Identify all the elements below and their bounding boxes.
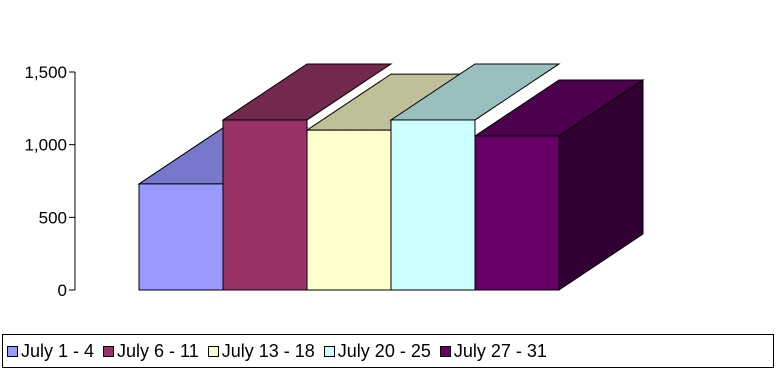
bar: [222, 119, 308, 291]
legend-item: July 1 - 4: [7, 341, 94, 362]
legend-swatch: [207, 345, 219, 357]
legend-item: July 27 - 31: [439, 340, 547, 362]
y-tick-label: 1,500: [24, 63, 67, 82]
legend-label: July 1 - 4: [21, 340, 95, 361]
legend-swatch: [103, 345, 115, 357]
legend-swatch: [439, 345, 451, 357]
y-tick-label: 500: [39, 208, 67, 227]
bar: [138, 183, 224, 291]
legend-item: July 13 - 18: [207, 340, 315, 362]
bar: [390, 119, 476, 291]
legend-swatch: [7, 345, 18, 357]
legend-label: July 6 - 11: [117, 340, 199, 361]
y-tick-label: 0: [58, 281, 67, 300]
legend-label: July 27 - 31: [453, 340, 547, 361]
y-tick-label: 1,000: [24, 136, 67, 155]
legend-item: July 6 - 11: [103, 341, 199, 362]
bar: [474, 135, 560, 291]
bar: [306, 129, 392, 291]
chart-plot-area: 0 500 1,000 1,500: [24, 63, 645, 300]
legend-item: July 20 - 25: [323, 340, 431, 362]
legend-label: July 20 - 25: [337, 340, 431, 361]
chart-legend: July 1 - 4 July 6 - 11 July 13 - 18 July…: [2, 334, 774, 368]
legend-label: July 13 - 18: [221, 340, 315, 361]
legend-swatch: [323, 345, 335, 357]
